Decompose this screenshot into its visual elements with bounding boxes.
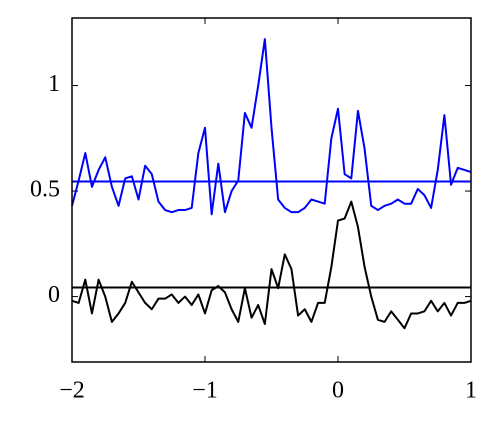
x-tick-label: −2: [59, 378, 85, 404]
y-tick-label: 0.5: [30, 177, 60, 203]
x-tick-label: −1: [192, 378, 218, 404]
plot-frame: [71, 17, 472, 363]
x-tick-label: 1: [465, 378, 477, 404]
x-tick-label: 0: [332, 378, 344, 404]
data-line: [71, 38, 472, 216]
y-tick-label: 1: [48, 71, 60, 97]
data-line: [71, 200, 472, 330]
y-tick-label: 0: [48, 282, 60, 308]
